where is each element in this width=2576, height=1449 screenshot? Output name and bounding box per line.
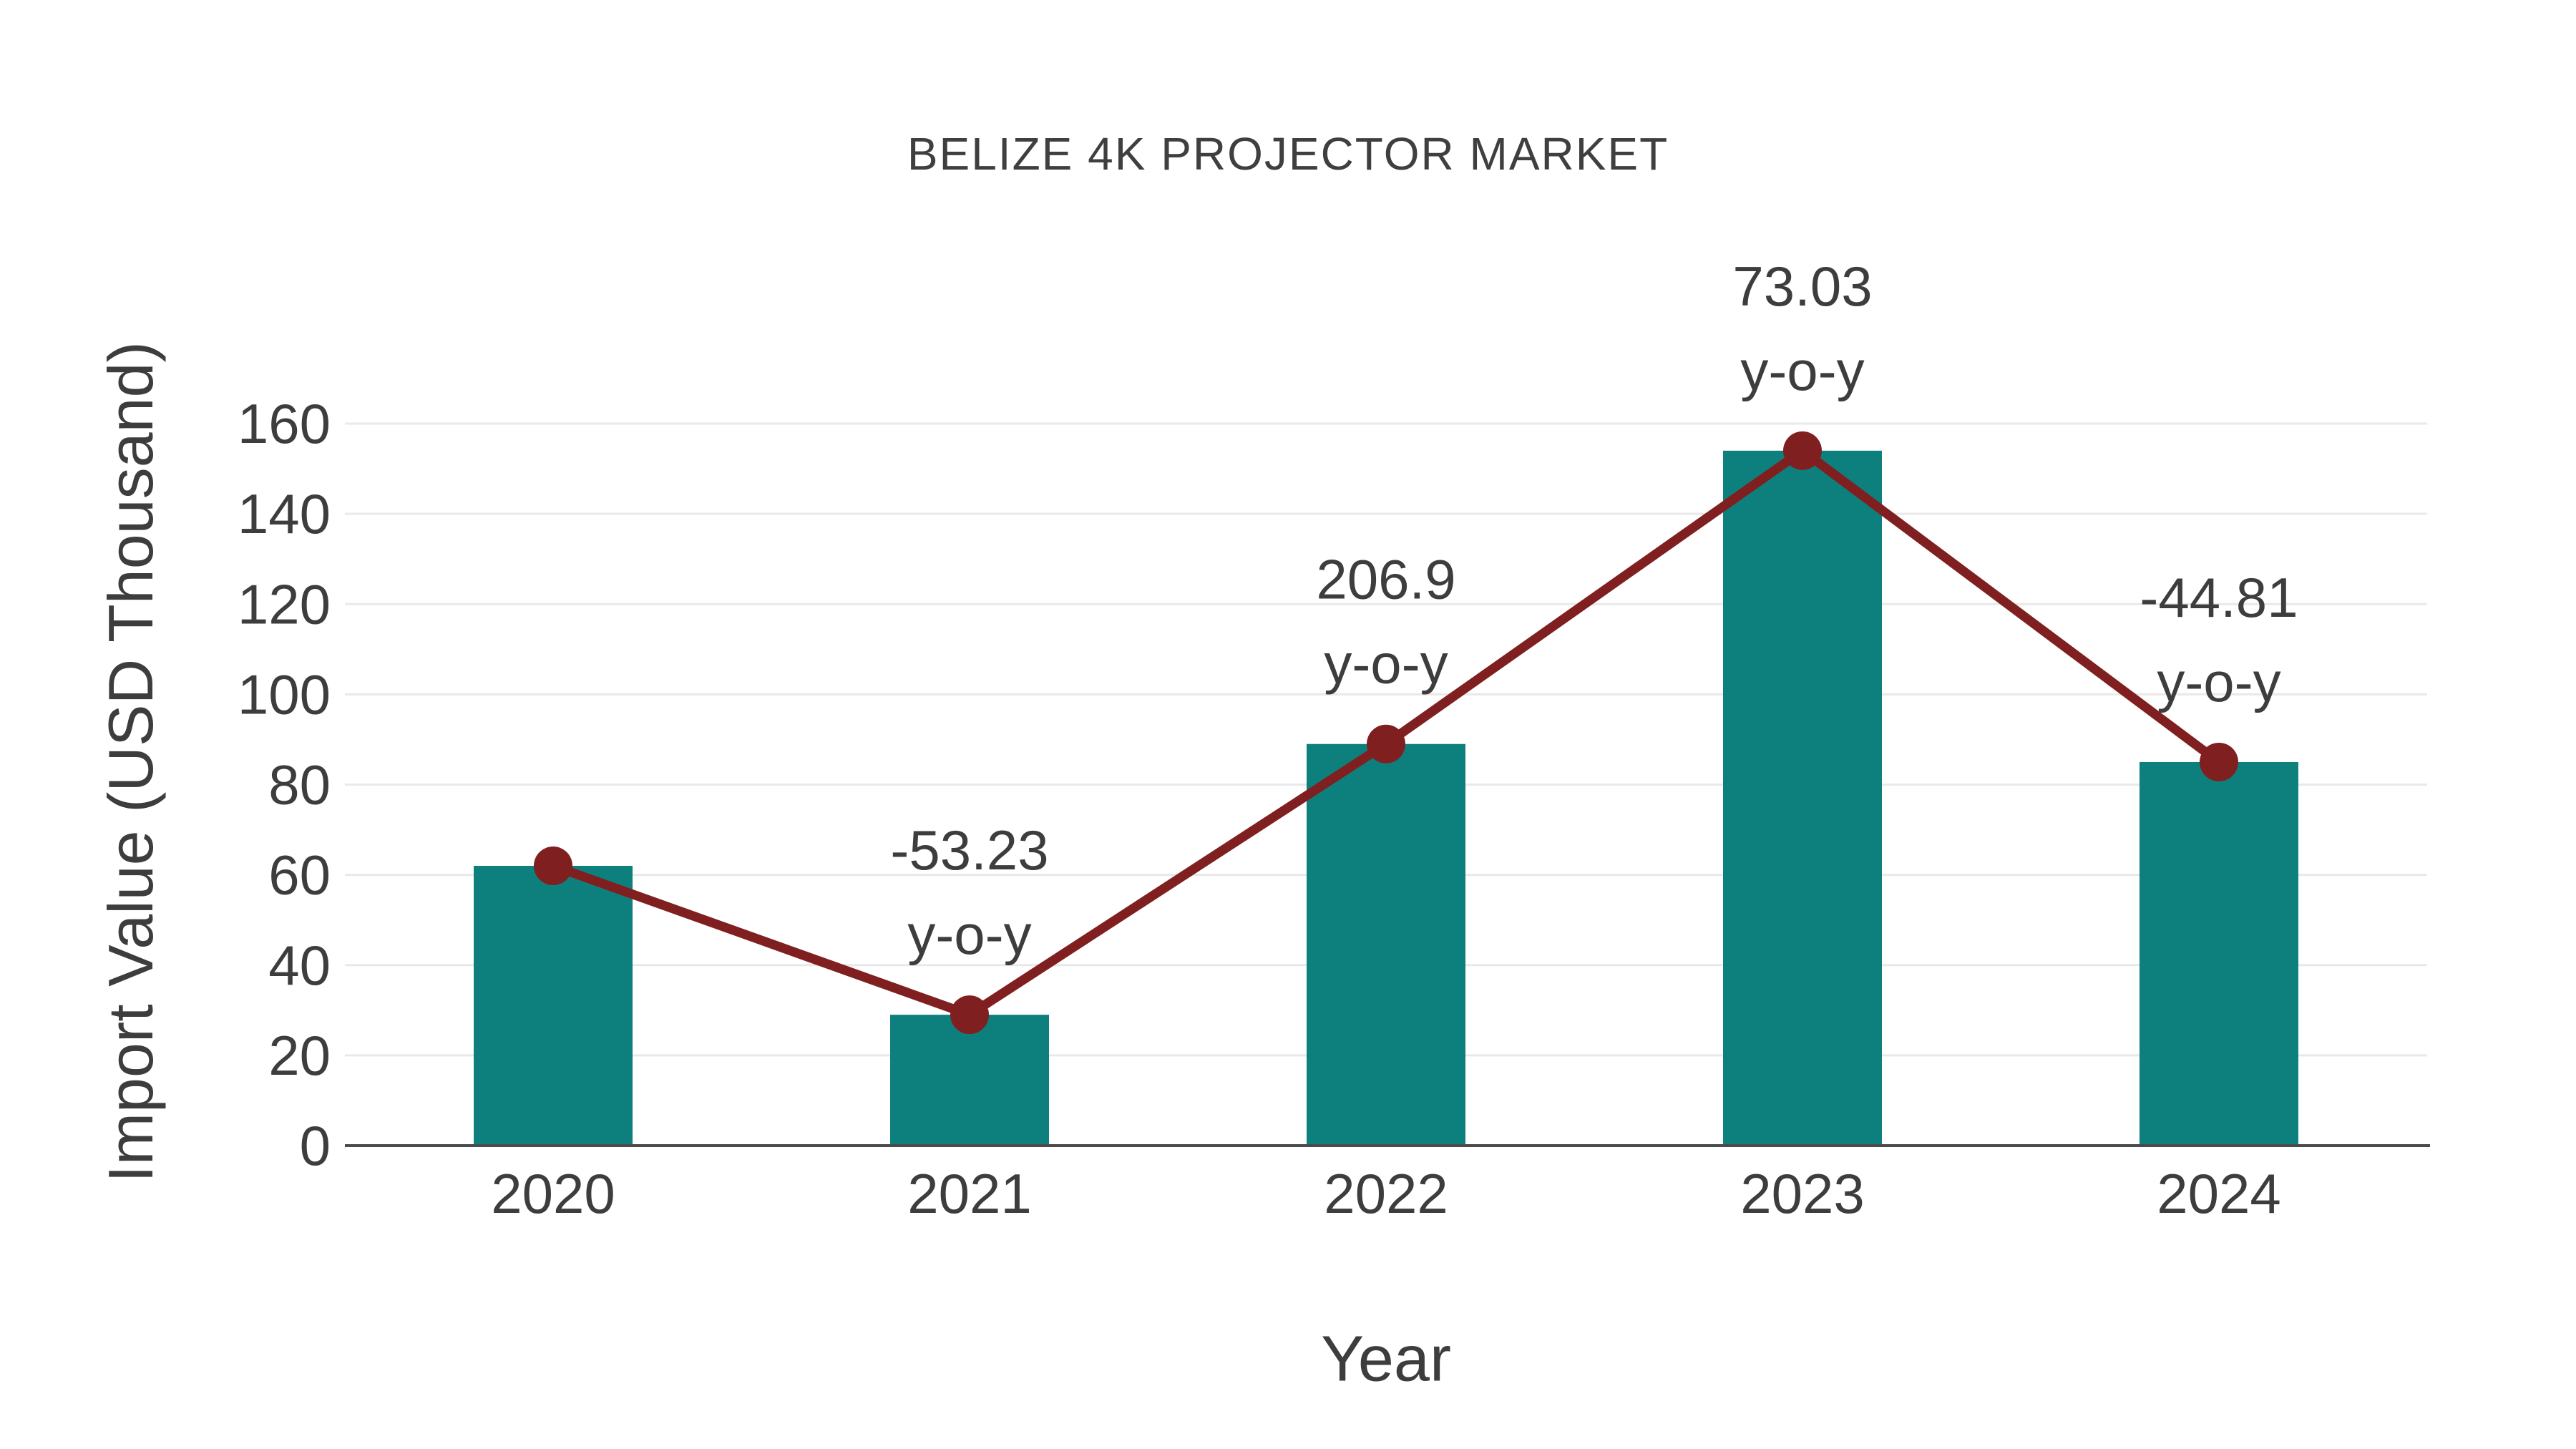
annotation-yoy: y-o-y <box>1740 339 1864 402</box>
bar <box>2140 761 2298 1146</box>
x-tick-label: 2020 <box>491 1162 615 1225</box>
annotation-value: 206.9 <box>1316 548 1455 611</box>
y-tick-label: 120 <box>238 572 331 635</box>
annotation-yoy: y-o-y <box>2157 650 2280 713</box>
trend-marker <box>2200 742 2238 781</box>
trend-marker <box>950 995 989 1035</box>
annotation-yoy: y-o-y <box>907 903 1031 966</box>
bar <box>890 1015 1049 1146</box>
y-tick-label: 100 <box>238 663 331 726</box>
x-tick-label: 2021 <box>907 1162 1032 1225</box>
x-axis-title: Year <box>1321 1323 1451 1395</box>
annotation-yoy: y-o-y <box>1324 633 1448 696</box>
y-tick-label: 160 <box>238 392 331 455</box>
x-tick-label: 2022 <box>1324 1162 1448 1225</box>
bar <box>1307 743 1465 1146</box>
x-tick-label: 2023 <box>1740 1162 1865 1225</box>
trend-marker <box>1367 724 1405 763</box>
trend-marker <box>534 847 572 886</box>
y-tick-label: 60 <box>268 844 331 907</box>
annotation-value: -44.81 <box>2140 566 2298 629</box>
y-tick-label: 40 <box>268 934 331 997</box>
y-tick-label: 80 <box>268 753 331 816</box>
bar <box>474 866 633 1146</box>
bar <box>1723 450 1882 1146</box>
chart-title: BELIZE 4K PROJECTOR MARKET <box>907 128 1669 180</box>
y-tick-label: 0 <box>300 1114 331 1177</box>
x-tick-label: 2024 <box>2157 1162 2281 1225</box>
annotation-value: -53.23 <box>890 819 1048 882</box>
trend-marker <box>1783 431 1822 470</box>
y-tick-label: 20 <box>268 1024 331 1087</box>
y-tick-label: 140 <box>238 482 331 545</box>
annotation-value: 73.03 <box>1732 255 1872 318</box>
